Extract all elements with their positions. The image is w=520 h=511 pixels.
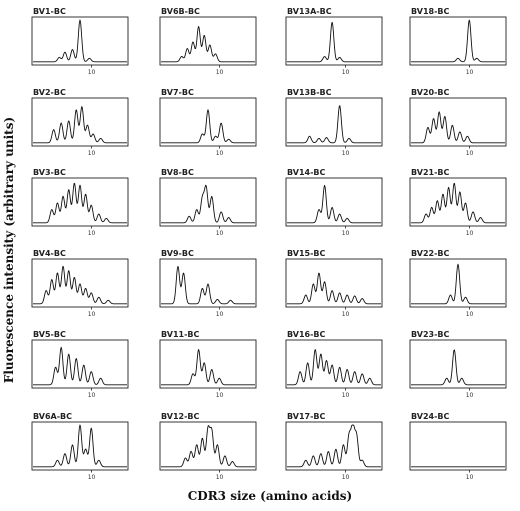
panel-frame-bv13a-bc	[285, 16, 383, 66]
panel-tick-label-bv22-bc: 10	[466, 311, 474, 318]
panel-trace-bv20-bc	[411, 111, 505, 144]
panel-trace-bv16-bc	[287, 349, 381, 386]
panel-frame-bv13b-bc	[285, 97, 383, 147]
panel-tick-label-bv14-bc: 10	[342, 230, 350, 237]
panel-frame-bv2-bc	[31, 97, 129, 147]
panel-trace-bv13b-bc	[287, 105, 381, 144]
panel-title-bv13a-bc: BV13A-BC	[287, 7, 332, 16]
panel-tick-label-bv9-bc: 10	[216, 311, 224, 318]
panel-title-bv18-bc: BV18-BC	[411, 7, 450, 16]
panel-frame-bv24-bc	[409, 421, 507, 471]
panel-title-bv23-bc: BV23-BC	[411, 330, 450, 339]
panel-frame-bv23-bc	[409, 339, 507, 389]
panel-frame-bv5-bc	[31, 339, 129, 389]
panel-frame-bv4-bc	[31, 258, 129, 308]
panel-trace-bv7-bc	[161, 109, 255, 144]
panel-tick-label-bv5-bc: 10	[88, 392, 96, 399]
panel-trace-bv9-bc	[161, 265, 255, 305]
panel-title-bv11-bc: BV11-BC	[161, 330, 200, 339]
panel-trace-bv6a-bc	[33, 424, 127, 468]
panel-frame-bv6b-bc	[159, 16, 257, 66]
panel-tick-label-bv12-bc: 10	[216, 474, 224, 481]
panel-frame-bv11-bc	[159, 339, 257, 389]
panel-tick-label-bv8-bc: 10	[216, 230, 224, 237]
panel-tick-label-bv1-bc: 10	[88, 69, 96, 76]
panel-title-bv15-bc: BV15-BC	[287, 249, 326, 258]
panel-trace-bv22-bc	[411, 263, 505, 305]
panel-frame-bv1-bc	[31, 16, 129, 66]
panel-trace-bv3-bc	[33, 182, 127, 224]
panel-tick-label-bv6b-bc: 10	[216, 69, 224, 76]
panel-trace-bv2-bc	[33, 106, 127, 144]
panel-tick-label-bv21-bc: 10	[466, 230, 474, 237]
panel-trace-bv5-bc	[33, 346, 127, 386]
panel-title-bv6a-bc: BV6A-BC	[33, 412, 72, 421]
panel-frame-bv22-bc	[409, 258, 507, 308]
panel-trace-bv8-bc	[161, 184, 255, 224]
panel-title-bv9-bc: BV9-BC	[161, 249, 194, 258]
panel-title-bv5-bc: BV5-BC	[33, 330, 66, 339]
panel-trace-bv1-bc	[33, 19, 127, 63]
panel-frame-bv7-bc	[159, 97, 257, 147]
panel-title-bv21-bc: BV21-BC	[411, 168, 450, 177]
panel-title-bv1-bc: BV1-BC	[33, 7, 66, 16]
panel-tick-label-bv23-bc: 10	[466, 392, 474, 399]
x-axis-label: CDR3 size (amino acids)	[188, 489, 352, 503]
panel-tick-label-bv15-bc: 10	[342, 311, 350, 318]
panel-title-bv12-bc: BV12-BC	[161, 412, 200, 421]
panel-trace-bv18-bc	[411, 19, 505, 63]
panel-tick-label-bv11-bc: 10	[216, 392, 224, 399]
panel-trace-bv23-bc	[411, 349, 505, 386]
panel-tick-label-bv2-bc: 10	[88, 150, 96, 157]
y-axis-label: Fluorescence intensity (arbitrary units)	[2, 117, 16, 383]
panel-trace-bv12-bc	[161, 425, 255, 468]
panel-trace-bv17-bc	[287, 424, 381, 468]
panel-trace-bv11-bc	[161, 349, 255, 386]
panel-frame-bv17-bc	[285, 421, 383, 471]
panel-frame-bv18-bc	[409, 16, 507, 66]
panel-tick-label-bv13b-bc: 10	[342, 150, 350, 157]
panel-title-bv4-bc: BV4-BC	[33, 249, 66, 258]
panel-frame-bv3-bc	[31, 177, 129, 227]
panel-trace-bv14-bc	[287, 184, 381, 224]
panel-grid: BV1-BC 10 BV6B-BC 10 BV13A-BC 10 BV18-BC 10 BV2-…	[31, 7, 507, 481]
panel-frame-bv8-bc	[159, 177, 257, 227]
panel-trace-bv13a-bc	[287, 21, 381, 63]
panel-title-bv14-bc: BV14-BC	[287, 168, 326, 177]
panel-trace-bv6b-bc	[161, 25, 255, 63]
panel-frame-bv20-bc	[409, 97, 507, 147]
panel-frame-bv12-bc	[159, 421, 257, 471]
panel-frame-bv16-bc	[285, 339, 383, 389]
panel-tick-label-bv17-bc: 10	[342, 474, 350, 481]
panel-title-bv13b-bc: BV13B-BC	[287, 88, 332, 97]
panel-trace-bv15-bc	[287, 272, 381, 305]
panel-title-bv2-bc: BV2-BC	[33, 88, 66, 97]
panel-tick-label-bv3-bc: 10	[88, 230, 96, 237]
panel-title-bv24-bc: BV24-BC	[411, 412, 450, 421]
panel-title-bv7-bc: BV7-BC	[161, 88, 194, 97]
panel-title-bv8-bc: BV8-BC	[161, 168, 194, 177]
panel-frame-bv9-bc	[159, 258, 257, 308]
panel-tick-label-bv20-bc: 10	[466, 150, 474, 157]
panel-tick-label-bv18-bc: 10	[466, 69, 474, 76]
panel-tick-label-bv13a-bc: 10	[342, 69, 350, 76]
panel-trace-bv4-bc	[33, 265, 127, 305]
panel-trace-bv21-bc	[411, 182, 505, 224]
panel-tick-label-bv7-bc: 10	[216, 150, 224, 157]
panel-tick-label-bv16-bc: 10	[342, 392, 350, 399]
panel-tick-label-bv6a-bc: 10	[88, 474, 96, 481]
panel-title-bv17-bc: BV17-BC	[287, 412, 326, 421]
panel-title-bv3-bc: BV3-BC	[33, 168, 66, 177]
panel-title-bv22-bc: BV22-BC	[411, 249, 450, 258]
panel-tick-label-bv24-bc: 10	[466, 474, 474, 481]
panel-frame-bv21-bc	[409, 177, 507, 227]
panel-tick-label-bv4-bc: 10	[88, 311, 96, 318]
panel-frame-bv15-bc	[285, 258, 383, 308]
panel-title-bv16-bc: BV16-BC	[287, 330, 326, 339]
panel-title-bv6b-bc: BV6B-BC	[161, 7, 200, 16]
panel-title-bv20-bc: BV20-BC	[411, 88, 450, 97]
panel-frame-bv14-bc	[285, 177, 383, 227]
panel-frame-bv6a-bc	[31, 421, 129, 471]
